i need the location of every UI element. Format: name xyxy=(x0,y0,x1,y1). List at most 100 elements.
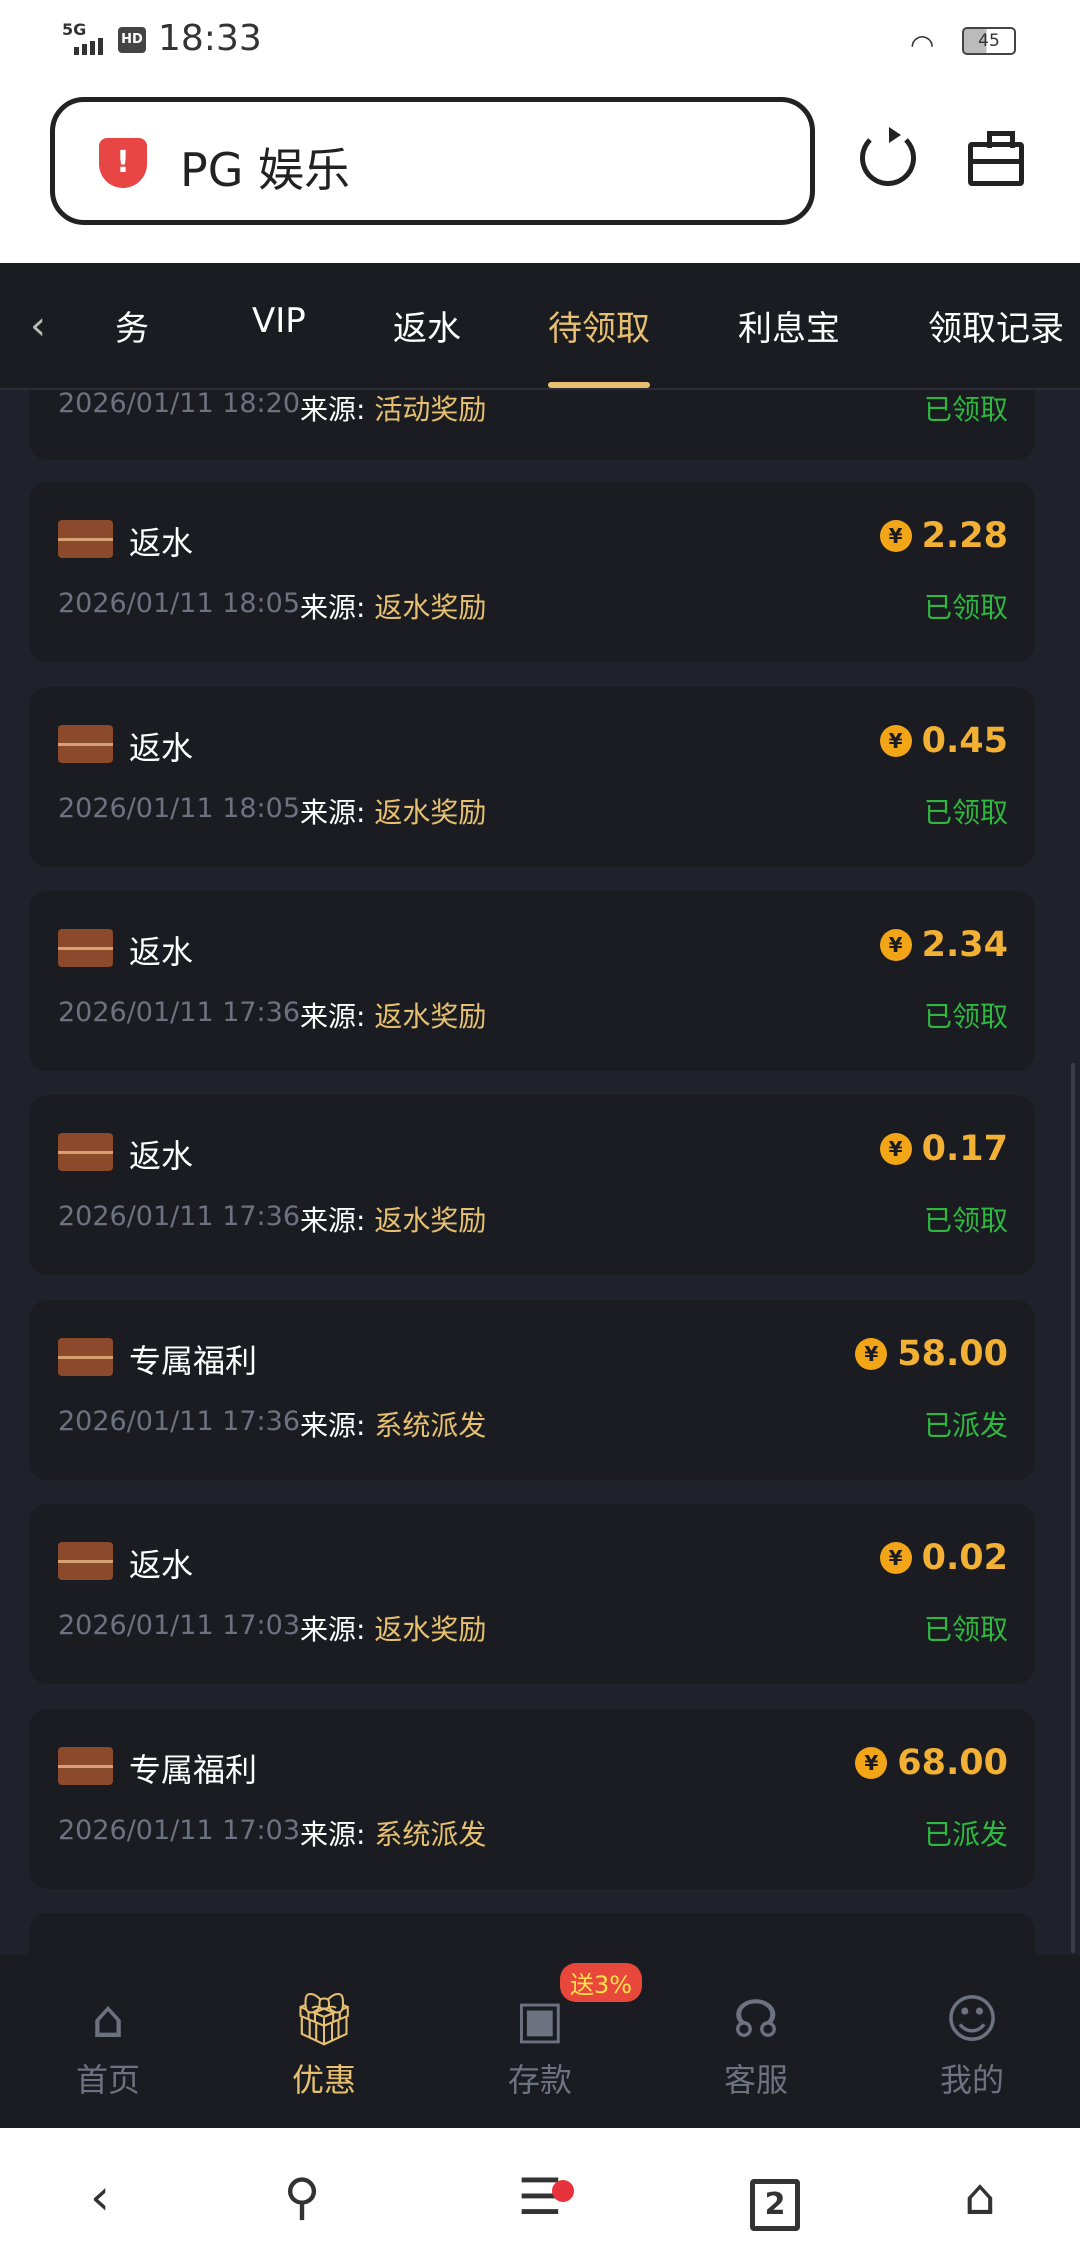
record-title: 返水 xyxy=(129,933,194,971)
record-amount: ¥58.00 xyxy=(855,1334,1008,1374)
tab-pending[interactable]: 待领取 xyxy=(548,309,650,349)
clock: 18:33 xyxy=(158,18,262,59)
amount-value: 0.02 xyxy=(921,1538,1008,1578)
chevron-left-icon[interactable]: ‹ xyxy=(30,303,46,349)
amount-value: 0.45 xyxy=(921,721,1008,761)
record-title: 专属福利 xyxy=(129,1751,258,1789)
deposit-bonus-badge: 送3% xyxy=(560,1963,643,2002)
tab-claim-history[interactable]: 领取记录 xyxy=(928,309,1064,349)
signal-icon xyxy=(74,38,103,55)
treasure-chest-icon xyxy=(58,520,113,558)
network-type: 5G xyxy=(62,20,87,39)
nav-label: 我的 xyxy=(939,2061,1004,2099)
coin-icon: ¥ xyxy=(855,1747,888,1779)
source-label: 来源: xyxy=(300,1818,366,1851)
treasure-chest-icon xyxy=(58,1338,113,1376)
source-label: 来源: xyxy=(300,796,366,829)
record-title: 返水 xyxy=(129,1546,194,1584)
record-card: 返水 ¥0.45 2026/01/11 18:05 来源: 返水奖励 已领取 xyxy=(29,687,1035,867)
active-tab-indicator xyxy=(548,382,650,388)
record-date: 2026/01/11 17:36 xyxy=(58,997,301,1028)
source-value: 系统派发 xyxy=(374,1409,487,1442)
tab-task[interactable]: 务 xyxy=(115,309,149,349)
search-icon[interactable]: ⚲ xyxy=(283,2168,321,2226)
nav-deposit[interactable]: ▣ 存款 xyxy=(480,1985,600,2101)
record-amount: ¥2.34 xyxy=(879,925,1008,965)
record-source: 来源: 返水奖励 xyxy=(300,1199,486,1239)
nav-label: 首页 xyxy=(75,2061,140,2099)
bottom-nav: ⌂ 首页 🎁︎ 优惠 ▣ 存款 送3% ☊ 客服 ☺ 我的 xyxy=(0,1955,1080,2128)
browser-toolbar: ! PG 娱乐 xyxy=(0,80,1080,263)
headset-icon: ☊ xyxy=(732,1990,780,2050)
amount-value: 58.00 xyxy=(897,1334,1008,1374)
status-bar: 5G HD 18:33 ◠ 45 xyxy=(0,0,1080,80)
record-status: 已领取 xyxy=(923,796,1008,829)
record-date: 2026/01/11 18:20 xyxy=(58,388,301,419)
record-source: 来源: 活动奖励 xyxy=(300,388,486,428)
source-label: 来源: xyxy=(300,591,366,624)
source-value: 返水奖励 xyxy=(374,796,487,829)
wallet-icon: ▣ xyxy=(515,1990,565,2050)
record-source: 来源: 返水奖励 xyxy=(300,586,486,626)
nav-label: 客服 xyxy=(723,2061,788,2099)
toolbox-icon[interactable] xyxy=(968,131,1024,186)
reload-icon[interactable] xyxy=(860,127,916,186)
tabs-button[interactable]: 2 xyxy=(735,2168,815,2231)
source-value: 活动奖励 xyxy=(374,393,487,426)
record-status: 已领取 xyxy=(923,1000,1008,1033)
tab-vip[interactable]: VIP xyxy=(252,301,306,341)
url-text[interactable]: PG 娱乐 xyxy=(180,143,351,197)
record-status: 已领取 xyxy=(923,591,1008,624)
record-source: 来源: 系统派发 xyxy=(300,1813,486,1853)
record-date: 2026/01/11 18:05 xyxy=(58,793,301,824)
source-label: 来源: xyxy=(300,393,366,426)
record-card: 返水 ¥0.02 2026/01/11 17:03 来源: 返水奖励 已领取 xyxy=(29,1504,1035,1684)
home-icon[interactable]: ⌂ xyxy=(964,2168,996,2226)
back-icon[interactable]: ‹ xyxy=(90,2168,110,2226)
source-label: 来源: xyxy=(300,1409,366,1442)
nav-promotions[interactable]: 🎁︎ 优惠 xyxy=(264,1985,384,2101)
record-status: 已领取 xyxy=(923,1613,1008,1646)
treasure-chest-icon xyxy=(58,725,113,763)
record-date: 2026/01/11 18:05 xyxy=(58,588,301,619)
record-amount: ¥0.02 xyxy=(879,1538,1008,1578)
coin-icon: ¥ xyxy=(879,929,912,961)
nav-home[interactable]: ⌂ 首页 xyxy=(48,1985,168,2101)
gift-icon: 🎁︎ xyxy=(290,1990,357,2050)
source-label: 来源: xyxy=(300,1000,366,1033)
coin-icon: ¥ xyxy=(879,520,912,552)
record-date: 2026/01/11 17:36 xyxy=(58,1201,301,1232)
record-title: 返水 xyxy=(129,1137,194,1175)
coin-icon: ¥ xyxy=(879,1133,912,1165)
source-label: 来源: xyxy=(300,1204,366,1237)
source-label: 来源: xyxy=(300,1613,366,1646)
shield-warning-icon[interactable]: ! xyxy=(99,138,147,188)
home-icon: ⌂ xyxy=(91,1990,125,2050)
amount-value: 0.17 xyxy=(921,1129,1008,1169)
record-amount: ¥0.17 xyxy=(879,1129,1008,1169)
tab-interest[interactable]: 利息宝 xyxy=(738,309,840,349)
record-title: 专属福利 xyxy=(129,1342,258,1380)
record-date: 2026/01/11 17:03 xyxy=(58,1815,301,1846)
record-source: 来源: 返水奖励 xyxy=(300,1608,486,1648)
source-value: 返水奖励 xyxy=(374,1613,487,1646)
address-bar[interactable]: ! PG 娱乐 xyxy=(50,97,815,225)
record-title: 返水 xyxy=(129,524,194,562)
coin-icon: ¥ xyxy=(855,1338,888,1370)
tab-bar: ‹ 务 VIP 返水 待领取 利息宝 领取记录 xyxy=(0,263,1080,390)
tab-rebate[interactable]: 返水 xyxy=(393,309,461,349)
wifi-icon: ◠ xyxy=(910,28,935,61)
source-value: 返水奖励 xyxy=(374,1000,487,1033)
record-status: 已派发 xyxy=(923,1409,1008,1442)
source-value: 返水奖励 xyxy=(374,1204,487,1237)
battery-icon: 45 xyxy=(962,27,1016,55)
scrollbar[interactable] xyxy=(1071,1063,1075,1953)
nav-support[interactable]: ☊ 客服 xyxy=(696,1985,816,2101)
record-amount: ¥2.28 xyxy=(879,516,1008,556)
record-card: 专属福利 ¥68.00 2026/01/11 17:03 来源: 系统派发 已派… xyxy=(29,1709,1035,1889)
notification-dot xyxy=(552,2180,574,2202)
record-card: 专属福利 ¥58.00 2026/01/11 17:36 来源: 系统派发 已派… xyxy=(29,1300,1035,1480)
record-status: 已领取 xyxy=(923,1204,1008,1237)
nav-profile[interactable]: ☺ 我的 xyxy=(912,1985,1032,2101)
amount-value: 68.00 xyxy=(897,1743,1008,1783)
